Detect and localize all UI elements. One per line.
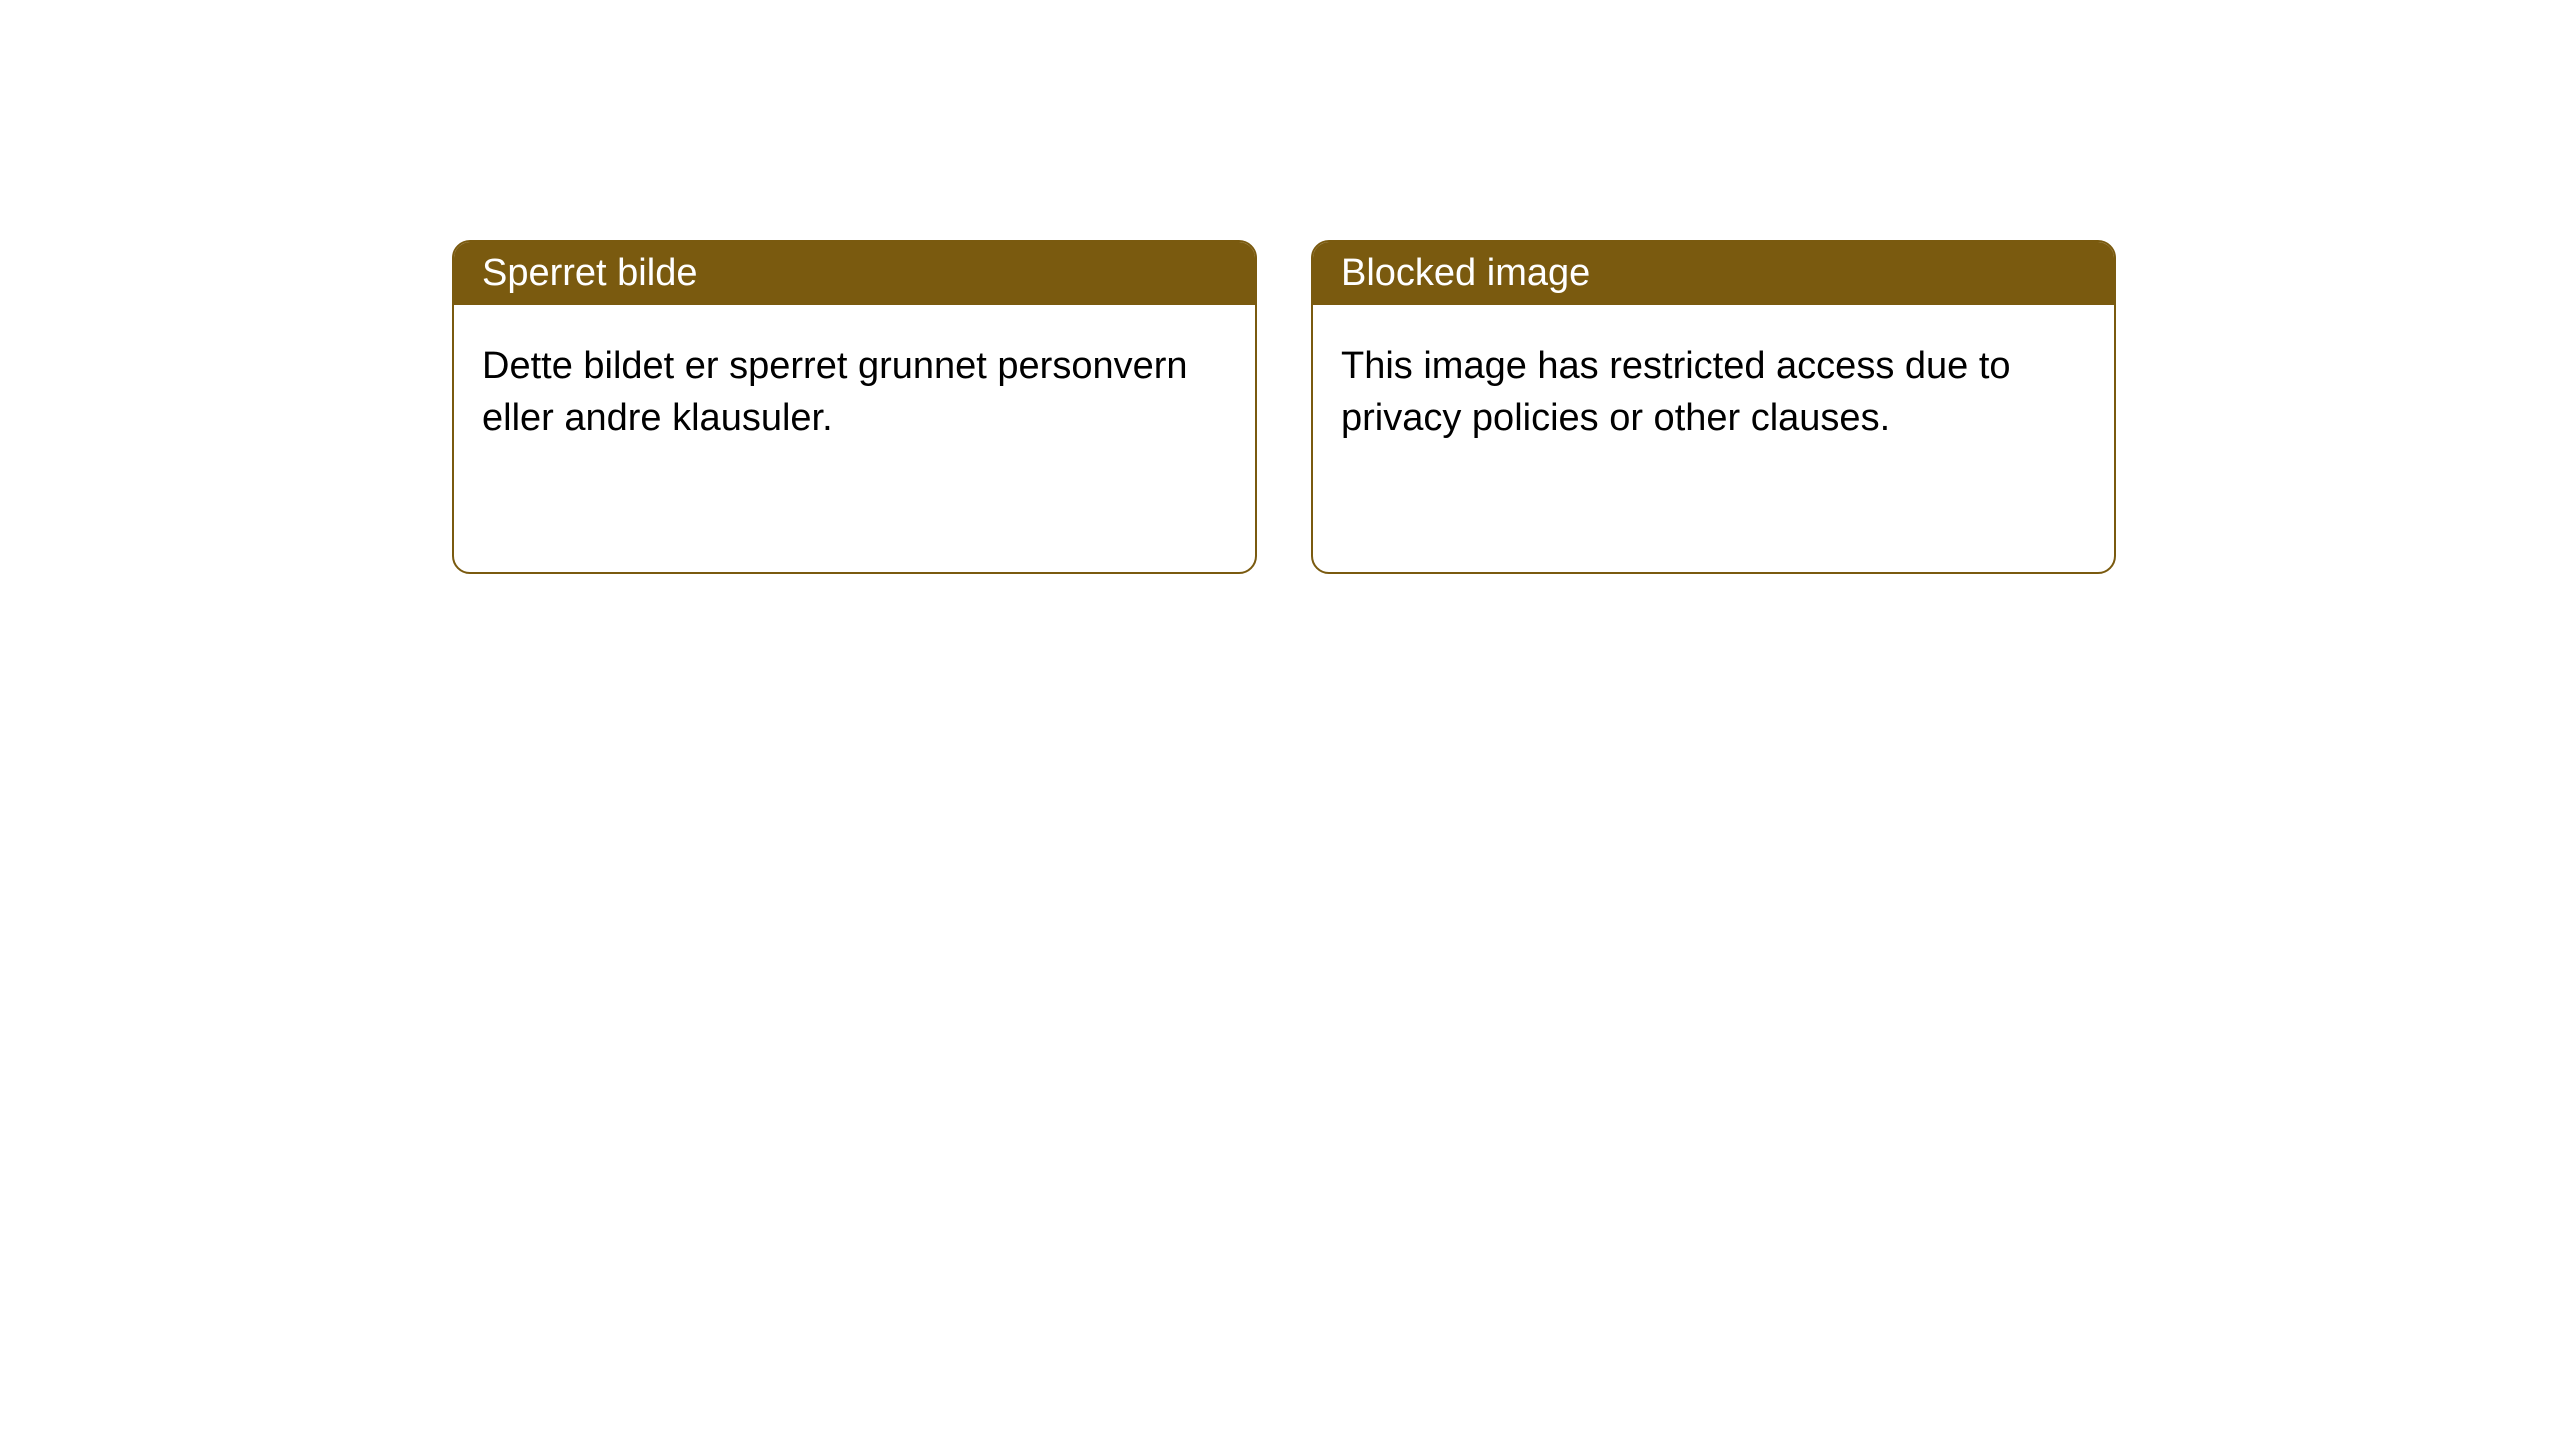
notice-body: Dette bildet er sperret grunnet personve…	[454, 305, 1255, 480]
notice-title: Blocked image	[1341, 252, 1590, 294]
notice-header: Sperret bilde	[454, 242, 1255, 305]
notice-card-norwegian: Sperret bilde Dette bildet er sperret gr…	[452, 240, 1257, 574]
notice-header: Blocked image	[1313, 242, 2114, 305]
notice-title: Sperret bilde	[482, 252, 697, 294]
notice-card-english: Blocked image This image has restricted …	[1311, 240, 2116, 574]
notice-body: This image has restricted access due to …	[1313, 305, 2114, 480]
notice-message: This image has restricted access due to …	[1341, 345, 2011, 439]
notice-container: Sperret bilde Dette bildet er sperret gr…	[0, 0, 2560, 574]
notice-message: Dette bildet er sperret grunnet personve…	[482, 345, 1188, 439]
